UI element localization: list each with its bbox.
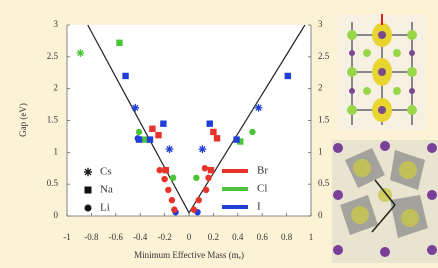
legend-swatch [222,205,248,209]
legend-swatch [222,187,248,191]
marker-circle [169,197,175,203]
structure-image-bottom [332,140,438,263]
marker-square [208,167,214,173]
legend-label: Cl [257,183,267,195]
x-tick-label: -0.4 [133,232,148,242]
legend-label: Li [100,202,110,214]
y-tick-label: 3 [54,19,59,29]
page: {"chart_data": { "type": "scatter", "x_l… [0,0,438,263]
marker-star [77,49,85,57]
y2-tick-label: 3 [318,19,323,29]
marker-star [84,168,92,176]
legend-label: I [257,201,261,213]
x-tick-label: -0.6 [109,232,124,242]
marker-square [85,187,92,194]
marker-square [155,132,161,138]
x-axis-label: Minimum Effective Mass (mₑ) [134,250,244,260]
x-tick-label: 1 [309,232,314,242]
marker-circle [191,206,197,212]
marker-square [147,136,153,142]
marker-square [122,73,128,79]
x-tick-label: 0.8 [281,232,293,242]
y-tick-label: 2.5 [47,51,59,61]
y-tick-label: 1.5 [47,115,59,125]
marker-square [210,129,216,135]
x-tick-label: 0.6 [257,232,269,242]
y2-tick-label: 0 [318,210,323,220]
marker-circle [135,135,141,141]
marker-star [199,145,207,153]
x-tick-label: 0.2 [208,232,219,242]
marker-circle [157,167,163,173]
marker-square [207,120,213,126]
y-axis-label: Gap (eV) [18,103,28,137]
y-tick-label: 2 [54,83,59,93]
marker-square [149,126,155,132]
x-tick-label: -1 [63,232,71,242]
y-tick-label: 0.5 [47,178,59,188]
y2-tick-label: 1.5 [318,115,330,125]
marker-circle [136,129,142,135]
structure-image-top [338,14,426,130]
marker-square [163,167,169,173]
y2-tick-label: 2 [318,83,323,93]
marker-square [160,120,166,126]
marker-circle [202,165,208,171]
legend-label: Cs [100,166,112,178]
x-tick-label: -0.2 [157,232,171,242]
x-tick-label: 0.4 [232,232,244,242]
y2-tick-label: 0.5 [318,178,330,188]
x-tick-label: -0.8 [84,232,99,242]
marker-circle [196,197,202,203]
legend-label: Na [100,184,113,196]
marker-square [214,135,220,141]
x-tick-label: 0 [187,232,192,242]
y-tick-label: 1 [54,146,59,156]
marker-circle [249,129,255,135]
marker-square [233,136,239,142]
marker-circle [161,176,167,182]
marker-circle [205,175,211,181]
marker-square [285,73,291,79]
legend-swatch [222,169,248,173]
chart: Minimum Effective Mass (mₑ) Gap (eV) 0 0.… [0,0,438,263]
y2-tick-label: 1 [318,146,323,156]
marker-circle [203,187,209,193]
marker-star [131,104,139,112]
marker-circle [193,175,199,181]
marker-circle [165,187,171,193]
marker-circle [171,206,177,212]
y2-tick-label: 2.5 [318,51,330,61]
marker-circle [170,175,176,181]
marker-star [166,145,174,153]
marker-circle [85,205,92,212]
y-tick-label: 0 [54,210,59,220]
marker-square [116,40,122,46]
legend-label: Br [257,165,268,177]
marker-star [255,104,263,112]
